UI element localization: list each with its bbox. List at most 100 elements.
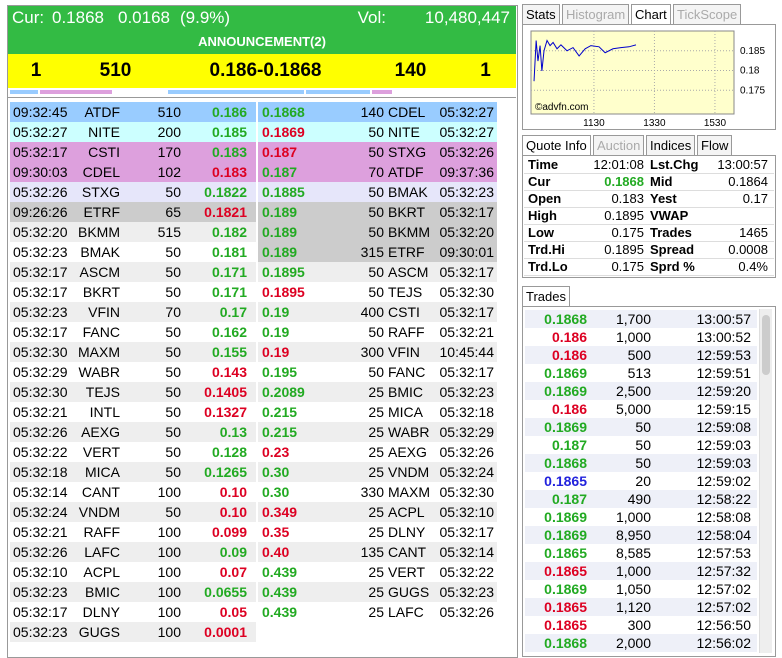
- tab[interactable]: Histogram: [562, 4, 630, 25]
- bid-volume: 70: [165, 304, 181, 320]
- bid-time: 05:32:23: [13, 584, 68, 600]
- trades-tabs: Trades: [522, 286, 776, 307]
- quote-value: 13:00:57: [717, 157, 768, 172]
- bid-time: 05:32:17: [13, 264, 68, 280]
- ask-time: 05:32:23: [439, 384, 495, 400]
- bid-volume: 50: [165, 364, 181, 380]
- bid-code: VERT: [82, 444, 120, 460]
- scrollbar[interactable]: [759, 309, 772, 653]
- ask-time: 05:32:18: [439, 404, 495, 420]
- bid-volume: 515: [157, 224, 181, 240]
- quote-value: 0.1868: [604, 174, 644, 189]
- ask-code: GUGS: [388, 584, 430, 600]
- bid-time: 05:32:17: [13, 324, 68, 340]
- ask-time: 09:30:01: [439, 244, 495, 260]
- ask-code: CDEL: [388, 104, 426, 120]
- bid-volume: 200: [157, 124, 181, 140]
- ask-price: 0.1895: [262, 264, 305, 280]
- quote-row: Time 12:01:08 Lst.Chg 13:00:57: [524, 156, 774, 174]
- bid-volume: 100: [157, 624, 181, 640]
- bid-row: 05:32:26 AEXG 50 0.13: [10, 422, 256, 442]
- trade-volume: 500: [627, 347, 651, 363]
- bid-code: CSTI: [88, 144, 120, 160]
- quote-label: Spread: [650, 242, 695, 257]
- bid-price: 0.162: [211, 324, 247, 340]
- tab[interactable]: Auction: [593, 135, 645, 156]
- tab[interactable]: Trades: [522, 286, 570, 307]
- bid-code: ETRF: [83, 204, 120, 220]
- bid-row: 05:32:14 CANT 100 0.10: [10, 482, 256, 502]
- bid-row: 05:32:17 DLNY 100 0.05: [10, 602, 256, 622]
- ask-volume: 50: [368, 324, 384, 340]
- bid-volume: 50: [165, 504, 181, 520]
- quote-label: Cur: [528, 174, 551, 189]
- trade-time: 12:57:02: [696, 581, 752, 597]
- announcement[interactable]: ANNOUNCEMENT(2): [198, 34, 326, 49]
- trades-list: 0.1868 1,700 13:00:57 0.186 1,000 13:00:52 0.1…: [522, 306, 776, 657]
- ask-code: RAFF: [388, 324, 425, 340]
- quote-value: 0.1895: [604, 242, 644, 257]
- bid-time: 05:32:14: [13, 484, 68, 500]
- bid-row: 05:32:10 ACPL 100 0.07: [10, 562, 256, 582]
- bid-row: 05:32:23 BMIC 100 0.0655: [10, 582, 256, 602]
- bid-row: 05:32:23 BMAK 50 0.181: [10, 242, 256, 262]
- trade-row: 0.186 500 12:59:53: [525, 346, 757, 364]
- tab[interactable]: Chart: [631, 4, 671, 25]
- bid-volume: 50: [165, 444, 181, 460]
- ask-code: CANT: [388, 544, 427, 560]
- ask-volume: 50: [368, 184, 384, 200]
- quote-value: 1465: [739, 225, 768, 240]
- trade-volume: 1,050: [615, 581, 651, 597]
- bid-price: 0.171: [211, 264, 247, 280]
- trade-volume: 300: [627, 617, 651, 633]
- bid-time: 05:32:18: [13, 464, 68, 480]
- bid-price: 0.183: [211, 164, 247, 180]
- tab[interactable]: Quote Info: [522, 135, 591, 156]
- tab[interactable]: Indices: [646, 135, 696, 156]
- bid-row: 05:32:30 TEJS 50 0.1405: [10, 382, 256, 402]
- ask-code: BMIC: [388, 384, 423, 400]
- ask-volume: 25: [368, 524, 384, 540]
- order-book: 09:32:45 ATDF 510 0.186 05:32:27 NITE 200 0.185…: [8, 98, 516, 656]
- tab[interactable]: TickScope: [673, 4, 742, 25]
- bid-price: 0.1821: [204, 204, 247, 220]
- quote-value: 0.4%: [738, 259, 768, 274]
- quote-value: 0.175: [611, 225, 644, 240]
- bid-row: 05:32:17 FANC 50 0.162: [10, 322, 256, 342]
- trade-volume: 20: [635, 473, 651, 489]
- trade-row: 0.186 1,000 13:00:52: [525, 328, 757, 346]
- trade-row: 0.1865 300 12:56:50: [525, 616, 757, 634]
- ask-volume: 25: [368, 444, 384, 460]
- tab[interactable]: Flow: [697, 135, 733, 156]
- bid-time: 05:32:21: [13, 524, 68, 540]
- ask-code: ETRF: [388, 244, 425, 260]
- depth-indicator: [8, 88, 516, 98]
- ask-volume: 25: [368, 564, 384, 580]
- trade-price: 0.1868: [544, 455, 587, 471]
- bid-price: 0.0001: [204, 624, 247, 640]
- ask-code: VFIN: [388, 344, 420, 360]
- ask-price: 0.195: [262, 364, 298, 380]
- bid-code: WABR: [78, 364, 120, 380]
- change-pct: (9.9%): [180, 8, 231, 27]
- ask-row: 0.35 25 DLNY 05:32:17: [258, 522, 497, 542]
- bid-price: 0.1405: [204, 384, 247, 400]
- trade-row: 0.1869 1,000 12:58:08: [525, 508, 757, 526]
- trade-price: 0.186: [551, 329, 587, 345]
- quote-value: 0.183: [611, 191, 644, 206]
- bid-code: LAFC: [84, 544, 120, 560]
- quote-label: Mid: [650, 174, 673, 189]
- y-tick-label: 0.18: [740, 66, 760, 77]
- trade-time: 12:59:08: [696, 419, 752, 435]
- ask-price: 0.187: [262, 164, 298, 180]
- ask-time: 05:32:27: [439, 124, 495, 140]
- quote-label: Trd.Lo: [528, 259, 568, 274]
- trade-row: 0.1868 2,000 12:56:02: [525, 634, 757, 652]
- tab[interactable]: Stats: [522, 4, 560, 25]
- bid-row: 05:32:23 VFIN 70 0.17: [10, 302, 256, 322]
- bid-price: 0.05: [219, 604, 247, 620]
- bid-row: 05:32:30 MAXM 50 0.155: [10, 342, 256, 362]
- trade-time: 12:59:03: [696, 455, 752, 471]
- bid-code: BKMM: [78, 224, 120, 240]
- bid-code: TEJS: [85, 384, 120, 400]
